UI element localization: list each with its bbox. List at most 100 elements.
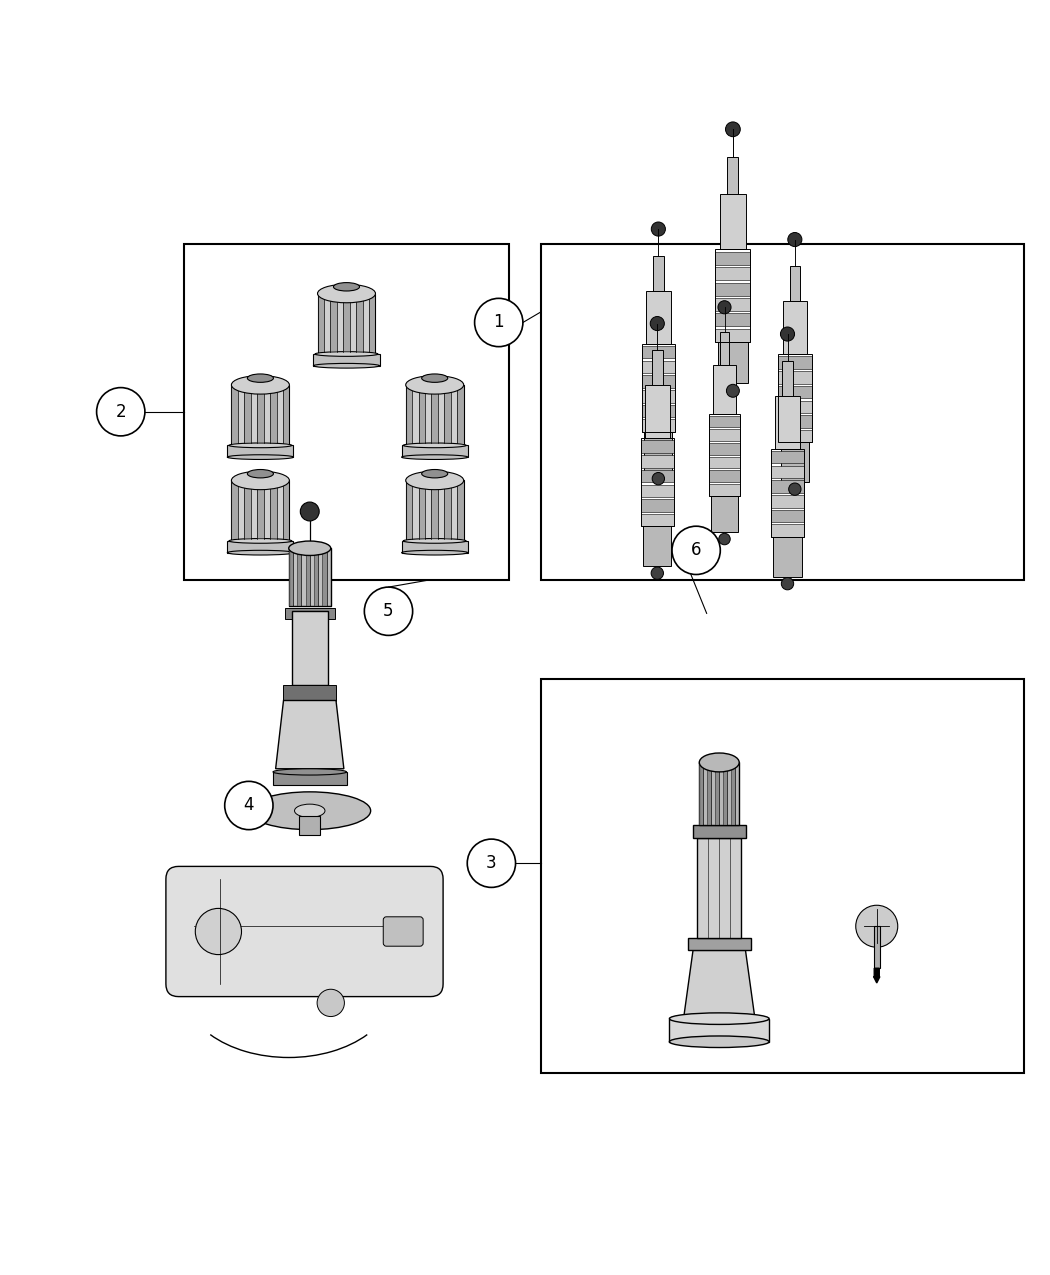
Bar — [227, 445, 293, 458]
Ellipse shape — [313, 363, 380, 368]
Point — [356, 286, 369, 301]
Bar — [231, 478, 238, 539]
Bar — [709, 430, 740, 441]
Point — [238, 473, 251, 488]
Bar — [245, 478, 251, 539]
Point — [444, 436, 457, 451]
Ellipse shape — [422, 469, 447, 478]
Text: 3: 3 — [486, 854, 497, 872]
Point — [276, 436, 289, 451]
Circle shape — [719, 533, 730, 544]
Circle shape — [225, 782, 273, 830]
FancyBboxPatch shape — [383, 917, 423, 946]
Bar — [715, 251, 751, 265]
Circle shape — [788, 232, 802, 246]
Bar — [670, 1019, 770, 1042]
Point — [318, 286, 331, 301]
Point — [270, 436, 282, 451]
Point — [406, 377, 419, 393]
Point — [721, 755, 734, 770]
Circle shape — [467, 839, 516, 887]
Bar — [419, 478, 425, 539]
Circle shape — [856, 905, 898, 947]
Bar — [715, 329, 751, 342]
Point — [343, 344, 356, 360]
Bar — [306, 548, 310, 606]
Circle shape — [651, 222, 666, 236]
Point — [287, 598, 299, 613]
Bar — [715, 250, 751, 342]
Circle shape — [317, 989, 344, 1016]
Bar — [709, 416, 740, 427]
Point — [458, 532, 470, 547]
Ellipse shape — [273, 769, 346, 775]
Point — [225, 436, 237, 451]
Bar — [457, 384, 464, 444]
Point — [324, 541, 337, 556]
Ellipse shape — [699, 754, 739, 771]
Point — [324, 598, 337, 613]
Bar — [282, 384, 290, 444]
Point — [284, 436, 296, 451]
Point — [251, 473, 264, 488]
Ellipse shape — [317, 284, 376, 302]
Bar — [771, 451, 804, 463]
Bar — [781, 442, 809, 482]
Ellipse shape — [670, 1012, 769, 1024]
Bar — [688, 938, 751, 950]
Bar — [715, 314, 751, 326]
Bar — [257, 384, 264, 444]
Bar — [771, 495, 804, 507]
Point — [721, 817, 734, 833]
Circle shape — [789, 483, 801, 495]
Bar — [782, 361, 793, 395]
Point — [705, 817, 717, 833]
Circle shape — [300, 502, 319, 521]
Bar — [719, 332, 730, 365]
Point — [413, 377, 425, 393]
Point — [312, 598, 324, 613]
Point — [264, 473, 276, 488]
Ellipse shape — [229, 538, 292, 543]
Ellipse shape — [334, 283, 359, 291]
Bar — [653, 255, 664, 291]
Point — [257, 532, 270, 547]
Point — [425, 377, 438, 393]
Ellipse shape — [403, 442, 466, 448]
Point — [308, 598, 320, 613]
Bar — [270, 384, 276, 444]
Bar — [640, 440, 674, 453]
Bar — [245, 384, 251, 444]
Bar — [227, 541, 293, 552]
Bar — [774, 537, 801, 576]
Bar — [640, 500, 674, 511]
Bar — [284, 685, 336, 700]
Point — [270, 532, 282, 547]
Point — [299, 541, 312, 556]
Point — [697, 755, 710, 770]
Bar — [771, 481, 804, 493]
Bar — [405, 478, 413, 539]
Point — [438, 473, 450, 488]
Point — [337, 286, 350, 301]
Bar — [314, 548, 318, 606]
Polygon shape — [684, 950, 755, 1019]
Point — [245, 473, 257, 488]
Circle shape — [726, 122, 740, 136]
Point — [225, 377, 237, 393]
Circle shape — [672, 527, 720, 575]
Bar — [778, 357, 812, 368]
Point — [311, 286, 323, 301]
Bar — [322, 548, 327, 606]
Point — [701, 931, 714, 946]
Point — [713, 817, 726, 833]
Bar — [778, 354, 812, 442]
Bar — [432, 478, 438, 539]
Bar — [642, 344, 675, 432]
Ellipse shape — [670, 1037, 769, 1048]
Bar — [317, 292, 324, 352]
Bar — [778, 400, 812, 413]
Point — [311, 344, 323, 360]
Point — [413, 473, 425, 488]
Point — [713, 931, 726, 946]
